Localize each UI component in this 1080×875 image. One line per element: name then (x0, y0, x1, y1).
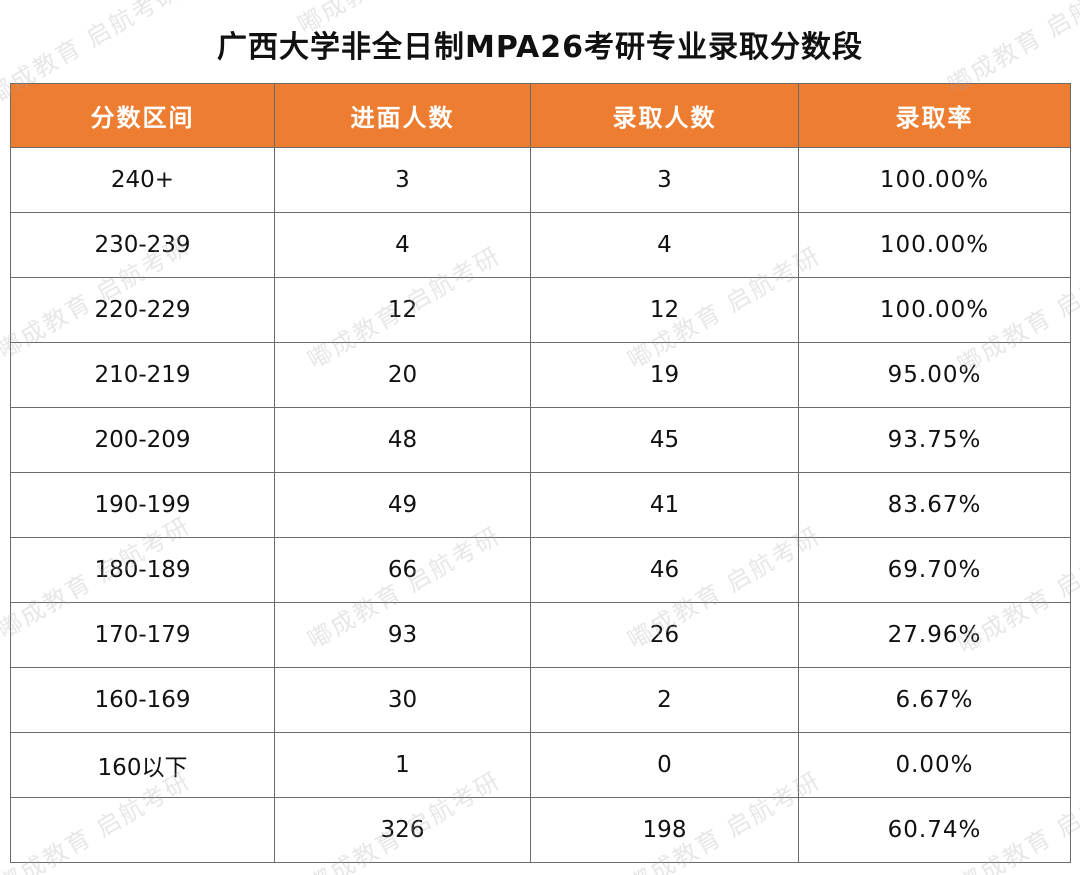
table-row: 230-239 4 4 100.00% (10, 212, 1071, 278)
table-row-total: 326 198 60.74% (10, 797, 1071, 863)
cell-score-range: 160以下 (10, 732, 275, 798)
cell-interview-count-total: 326 (274, 797, 531, 863)
cell-admission-rate: 100.00% (798, 277, 1071, 343)
cell-admitted-count: 12 (530, 277, 799, 343)
column-header-score-range: 分数区间 (10, 83, 275, 148)
cell-score-range: 240+ (10, 147, 275, 213)
cell-interview-count: 48 (274, 407, 531, 473)
table-row: 160以下 1 0 0.00% (10, 732, 1071, 798)
cell-admission-rate: 93.75% (798, 407, 1071, 473)
cell-interview-count: 93 (274, 602, 531, 668)
table-row: 180-189 66 46 69.70% (10, 537, 1071, 603)
cell-score-range: 230-239 (10, 212, 275, 278)
cell-score-range: 180-189 (10, 537, 275, 603)
cell-interview-count: 49 (274, 472, 531, 538)
cell-interview-count: 3 (274, 147, 531, 213)
cell-interview-count: 30 (274, 667, 531, 733)
cell-score-range: 210-219 (10, 342, 275, 408)
cell-admitted-count: 46 (530, 537, 799, 603)
column-header-interview-count: 进面人数 (274, 83, 531, 148)
admission-score-table: 分数区间 进面人数 录取人数 录取率 240+ 3 3 100.00% 230-… (10, 83, 1071, 863)
cell-admitted-count: 41 (530, 472, 799, 538)
column-header-admission-rate: 录取率 (798, 83, 1071, 148)
cell-admitted-count: 4 (530, 212, 799, 278)
cell-admission-rate: 0.00% (798, 732, 1071, 798)
cell-admitted-count: 19 (530, 342, 799, 408)
table-row: 160-169 30 2 6.67% (10, 667, 1071, 733)
table-row: 210-219 20 19 95.00% (10, 342, 1071, 408)
column-header-admitted-count: 录取人数 (530, 83, 799, 148)
cell-admitted-count: 0 (530, 732, 799, 798)
table-header-row: 分数区间 进面人数 录取人数 录取率 (10, 83, 1071, 148)
cell-score-range: 200-209 (10, 407, 275, 473)
cell-score-range: 160-169 (10, 667, 275, 733)
cell-admission-rate: 100.00% (798, 212, 1071, 278)
cell-admission-rate: 83.67% (798, 472, 1071, 538)
cell-admitted-count: 26 (530, 602, 799, 668)
cell-admission-rate: 69.70% (798, 537, 1071, 603)
cell-score-range: 190-199 (10, 472, 275, 538)
page-title: 广西大学非全日制MPA26考研专业录取分数段 (216, 30, 864, 65)
table-row: 240+ 3 3 100.00% (10, 147, 1071, 213)
cell-admission-rate: 27.96% (798, 602, 1071, 668)
cell-interview-count: 20 (274, 342, 531, 408)
cell-score-range: 220-229 (10, 277, 275, 343)
cell-admitted-count: 2 (530, 667, 799, 733)
cell-admitted-count: 45 (530, 407, 799, 473)
cell-interview-count: 4 (274, 212, 531, 278)
cell-interview-count: 1 (274, 732, 531, 798)
table-row: 200-209 48 45 93.75% (10, 407, 1071, 473)
cell-admission-rate: 6.67% (798, 667, 1071, 733)
cell-interview-count: 12 (274, 277, 531, 343)
cell-interview-count: 66 (274, 537, 531, 603)
table-row: 220-229 12 12 100.00% (10, 277, 1071, 343)
cell-score-range: 170-179 (10, 602, 275, 668)
cell-admission-rate: 100.00% (798, 147, 1071, 213)
table-row: 170-179 93 26 27.96% (10, 602, 1071, 668)
cell-admission-rate: 95.00% (798, 342, 1071, 408)
table-row: 190-199 49 41 83.67% (10, 472, 1071, 538)
cell-admitted-count: 3 (530, 147, 799, 213)
cell-score-range (10, 797, 275, 863)
cell-admitted-count-total: 198 (530, 797, 799, 863)
cell-admission-rate-total: 60.74% (798, 797, 1071, 863)
